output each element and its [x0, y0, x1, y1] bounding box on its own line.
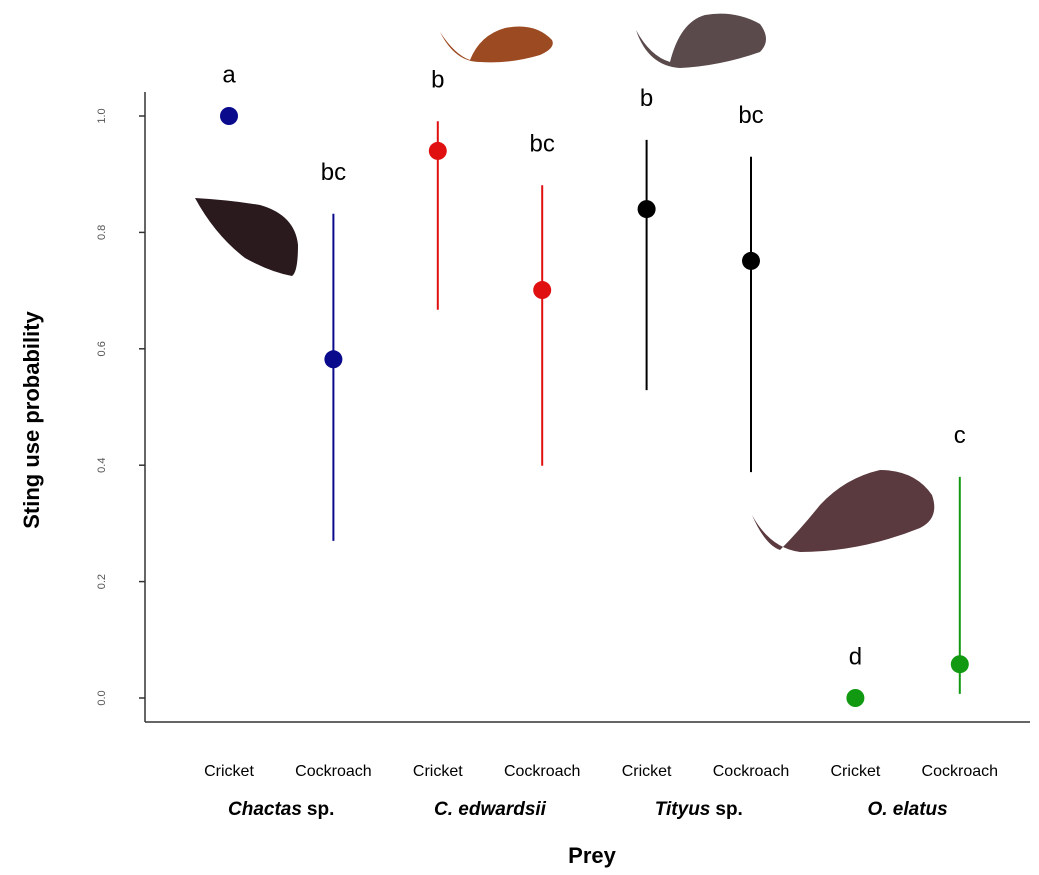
- group-label: Tityus sp.: [655, 799, 743, 820]
- x-tick-label: Cockroach: [504, 763, 580, 780]
- sting-illustration: [752, 470, 935, 552]
- y-axis-label: Sting use probability: [19, 310, 44, 528]
- x-tick-label: Cricket: [204, 763, 254, 780]
- group-label-part: Tityus: [655, 799, 711, 820]
- point: [846, 689, 865, 707]
- y-tick-label: 0.4: [96, 458, 108, 473]
- point: [950, 655, 969, 674]
- y-tick-label: 0.8: [96, 225, 108, 240]
- x-tick-label: Cricket: [831, 763, 881, 780]
- point: [637, 200, 656, 219]
- point: [324, 350, 343, 369]
- y-tick-label: 1.0: [96, 108, 108, 123]
- sting-illustration: [440, 26, 553, 63]
- group-label-part: Chactas: [228, 799, 302, 820]
- illustrations: [195, 13, 935, 552]
- group-label-part: O. elatus: [867, 799, 947, 820]
- point: [220, 107, 238, 125]
- group-label: C. edwardsii: [434, 799, 547, 820]
- significance-letter: c: [954, 422, 966, 449]
- group-label-part: sp.: [307, 799, 334, 820]
- significance-letter: b: [640, 85, 653, 112]
- sting-illustration: [636, 13, 766, 68]
- significance-letter: d: [849, 643, 862, 670]
- point: [742, 251, 760, 270]
- group-label: O. elatus: [867, 799, 947, 820]
- significance-letter: b: [431, 67, 444, 94]
- point: [533, 281, 552, 300]
- x-tick-label: Cockroach: [295, 763, 371, 780]
- significance-letter: bc: [738, 102, 763, 129]
- x-tick-label: Cricket: [413, 763, 463, 780]
- x-axis-label: Prey: [568, 843, 616, 868]
- significance-letter: bc: [321, 159, 346, 186]
- y-tick-label: 0.2: [96, 574, 108, 589]
- x-tick-label: Cricket: [622, 763, 672, 780]
- x-tick-label: Cockroach: [922, 763, 998, 780]
- y-tick-label: 0.0: [96, 690, 108, 705]
- group-label-part: sp.: [715, 799, 742, 820]
- x-tick-label: Cockroach: [713, 763, 789, 780]
- significance-letter: a: [222, 61, 236, 88]
- significance-letter: bc: [530, 131, 555, 158]
- sting-illustration: [195, 198, 298, 276]
- group-label-part: C. edwardsii: [434, 799, 547, 820]
- y-tick-label: 0.6: [96, 341, 108, 356]
- point: [428, 141, 447, 160]
- group-label: Chactas sp.: [228, 799, 334, 820]
